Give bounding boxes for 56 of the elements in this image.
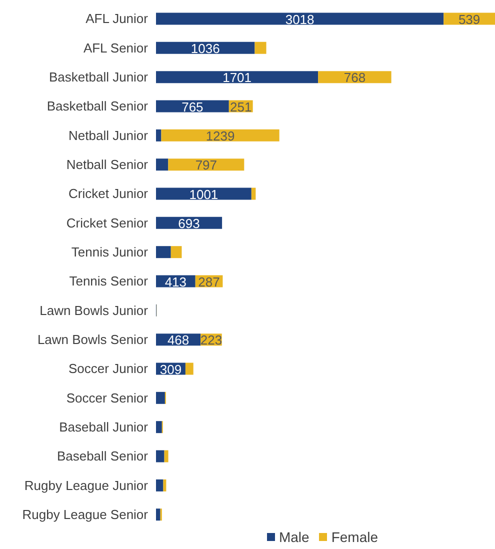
bar xyxy=(156,508,160,521)
data-label: 797 xyxy=(195,158,218,173)
bar xyxy=(170,246,182,258)
bar xyxy=(254,42,266,54)
bar xyxy=(156,421,162,434)
data-label: 251 xyxy=(230,99,252,114)
bar xyxy=(161,129,280,142)
bar xyxy=(163,479,166,492)
bar xyxy=(156,129,162,142)
y-tick-label: Cricket Junior xyxy=(68,186,149,202)
bar xyxy=(156,392,165,404)
data-label: 468 xyxy=(167,332,190,348)
bar xyxy=(156,450,164,462)
y-tick-label: Baseball Senior xyxy=(56,448,149,464)
bar xyxy=(156,479,164,492)
data-label: 765 xyxy=(182,99,204,114)
bar xyxy=(164,450,168,462)
y-tick-label: Soccer Junior xyxy=(68,361,149,376)
bar xyxy=(156,71,318,84)
bar xyxy=(156,246,171,258)
y-tick-label: Netball Junior xyxy=(68,128,149,143)
data-label: 413 xyxy=(164,274,187,290)
y-tick-label: Lawn Bowls Junior xyxy=(40,302,149,318)
data-label: 1036 xyxy=(190,40,220,56)
data-label: 3018 xyxy=(285,12,314,27)
y-tick-label: AFL Senior xyxy=(83,40,149,56)
y-tick-label: Rugby League Senior xyxy=(22,507,149,522)
y-tick-label: Tennis Senior xyxy=(69,274,149,289)
data-label: 223 xyxy=(200,332,222,348)
legend-label: Female xyxy=(331,529,378,545)
data-label: 287 xyxy=(198,274,220,290)
bar xyxy=(168,158,244,171)
y-tick-label: Basketball Junior xyxy=(49,70,149,85)
y-tick-label: Cricket Senior xyxy=(66,215,149,230)
y-tick-label: Tennis Junior xyxy=(71,244,149,260)
y-tick-label: Basketball Senior xyxy=(46,98,149,114)
data-label: 693 xyxy=(178,216,200,231)
bar xyxy=(156,100,229,112)
data-label: 1001 xyxy=(189,186,218,202)
legend-label: Male xyxy=(278,529,310,545)
y-tick-label: AFL Junior xyxy=(86,11,149,26)
bar xyxy=(251,188,256,200)
y-tick-label: Netball Senior xyxy=(66,157,149,172)
bar xyxy=(156,12,444,25)
y-tick-label: Soccer Senior xyxy=(66,390,149,406)
bar xyxy=(156,158,168,171)
y-tick-label: Baseball Junior xyxy=(59,420,149,435)
y-tick-label: Lawn Bowls Senior xyxy=(37,332,149,348)
data-label: 1701 xyxy=(222,70,252,86)
data-label: 768 xyxy=(344,70,366,86)
data-label: 1239 xyxy=(206,128,235,144)
data-label: 309 xyxy=(160,362,182,377)
y-tick-label: Rugby League Junior xyxy=(24,478,149,493)
data-label: 539 xyxy=(458,12,480,27)
bar xyxy=(185,362,194,375)
bar xyxy=(156,188,252,200)
